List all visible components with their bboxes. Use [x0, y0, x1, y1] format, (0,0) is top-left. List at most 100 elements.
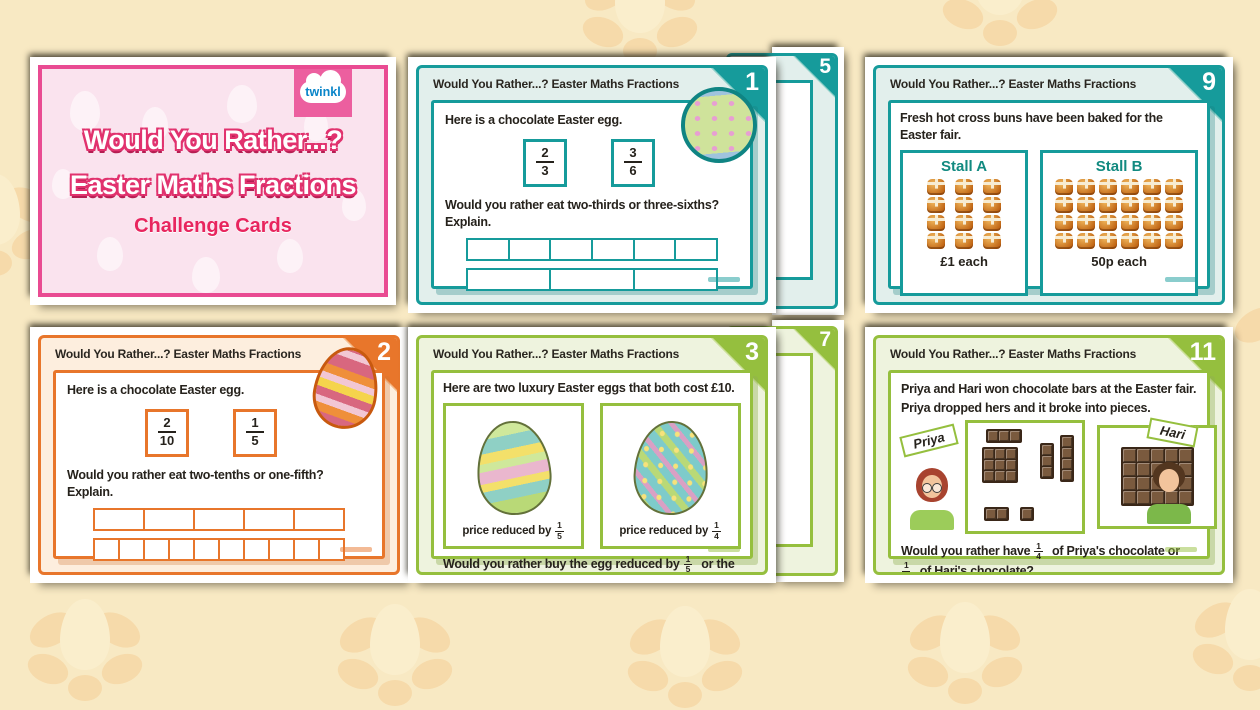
card-1-inner: Would You Rather...? Easter Maths Fracti… [416, 65, 768, 305]
twinkl-logo: twinkl [294, 67, 352, 117]
inline-fraction: 23 [1027, 302, 1038, 305]
hot-cross-bun-icon [1055, 233, 1073, 249]
card-9-question: Would you rather buy23 from stall A or23… [900, 302, 1198, 305]
wavy-stripe-egg-illustration [473, 419, 553, 518]
card-3-prompt: Here are two luxury Easter eggs that bot… [443, 380, 741, 397]
bar-cell [633, 268, 718, 291]
priya-avatar-illustration [909, 468, 955, 530]
twinkl-logo-text: twinkl [305, 85, 340, 99]
twinkl-watermark [708, 277, 740, 282]
stall-b-price: 50p each [1091, 254, 1147, 269]
bar-cell [243, 538, 270, 561]
stall-a-bun-grid [927, 179, 1001, 249]
card-9-content-box: Fresh hot cross buns have been baked for… [888, 100, 1210, 289]
hot-cross-bun-icon [1077, 197, 1095, 213]
chocolate-piece [986, 429, 1022, 443]
card-number: 9 [1202, 68, 1216, 97]
star-stripe-egg-illustration [631, 419, 710, 517]
title-subtitle: Challenge Cards [134, 215, 292, 238]
avatar-glasses [921, 483, 943, 492]
hot-cross-bun-icon [955, 215, 973, 231]
stall-b-bun-grid [1055, 179, 1183, 249]
hot-cross-bun-icon [955, 197, 973, 213]
bar-cell [549, 268, 634, 291]
card-3-inner: Would You Rather...? Easter Maths Fracti… [416, 335, 768, 575]
fraction-three-sixths: 3 6 [611, 139, 655, 187]
bar-cell [218, 538, 245, 561]
bar-cell [633, 238, 677, 261]
hot-cross-bun-icon [1099, 233, 1117, 249]
bar-cell [508, 238, 552, 261]
twinkl-watermark [708, 547, 740, 552]
bar-cell [466, 238, 510, 261]
card-7-peeking: s n 7 [772, 320, 844, 582]
fraction-bar-fifths [93, 508, 345, 531]
card-11-prompt-line-2: Priya dropped hers and it broke into pie… [901, 400, 1197, 417]
title-line-2: Easter Maths Fractions [70, 170, 356, 201]
hot-cross-bun-icon [983, 197, 1001, 213]
stall-a-box: Stall A £1 each [900, 150, 1028, 296]
inline-fraction: 23 [1129, 302, 1140, 305]
card-number: 2 [377, 338, 391, 367]
bar-cell [193, 538, 220, 561]
hot-cross-bun-icon [1077, 215, 1095, 231]
hot-cross-bun-icon [1143, 197, 1161, 213]
hot-cross-bun-icon [1121, 215, 1139, 231]
background-egg-flower-motif [900, 588, 1030, 706]
card-1-content-box: Here is a chocolate Easter egg. 2 3 3 6 … [431, 100, 753, 289]
hot-cross-bun-icon [1077, 233, 1095, 249]
chocolate-piece [1060, 435, 1074, 482]
bar-cell [143, 508, 195, 531]
hot-cross-bun-icon [1121, 197, 1139, 213]
bar-cell [243, 508, 295, 531]
title-card: twinkl Would You Rather...? Easter Maths… [30, 57, 396, 305]
card-2: Would You Rather...? Easter Maths Fracti… [30, 327, 408, 583]
card-9-prompt: Fresh hot cross buns have been baked for… [900, 110, 1198, 144]
hot-cross-bun-icon [1099, 179, 1117, 195]
bar-cell [168, 538, 195, 561]
card-header: Would You Rather...? Easter Maths Fracti… [433, 77, 679, 91]
inline-fraction: 14 [902, 561, 913, 575]
card-1-question: Would you rather eat two-thirds or three… [445, 197, 739, 231]
hot-cross-bun-icon [1055, 215, 1073, 231]
bar-cell [268, 538, 295, 561]
fraction-one-fifth: 1 5 [233, 409, 277, 457]
bar-cell [193, 508, 245, 531]
fraction-bar-sixths [466, 238, 718, 261]
hot-cross-bun-icon [1099, 215, 1117, 231]
card-header: Would You Rather...? Easter Maths Fracti… [433, 347, 679, 361]
stall-b-title: Stall B [1096, 158, 1143, 175]
hot-cross-bun-icon [1165, 179, 1183, 195]
hot-cross-bun-icon [1121, 233, 1139, 249]
chocolate-piece [982, 447, 1018, 483]
hot-cross-bun-icon [955, 179, 973, 195]
bar-cell [591, 238, 635, 261]
hot-cross-bun-icon [1099, 197, 1117, 213]
bar-cell [93, 538, 120, 561]
fraction-two-tenths: 2 10 [145, 409, 189, 457]
avatar-body [1147, 504, 1191, 524]
hot-cross-bun-icon [927, 233, 945, 249]
bar-cell [466, 268, 551, 291]
stall-b-box: Stall B 50p each [1040, 150, 1198, 296]
chocolate-piece [1020, 507, 1034, 521]
stall-a-title: Stall A [941, 158, 987, 175]
card-3-content-box: Here are two luxury Easter eggs that bot… [431, 370, 753, 559]
bar-cell [143, 538, 170, 561]
avatar-face [1159, 469, 1179, 492]
card-11-content-box: Priya and Hari won chocolate bars at the… [888, 370, 1210, 559]
title-line-1: Would You Rather...? [84, 125, 343, 156]
patterned-easter-egg-illustration [681, 87, 757, 163]
hot-cross-bun-icon [983, 179, 1001, 195]
card-number: 5 [819, 55, 831, 79]
hari-avatar-illustration [1146, 462, 1192, 524]
resource-preview: { "colors": { "background": "#f8e9c3", "… [0, 0, 1260, 630]
card-2-inner: Would You Rather...? Easter Maths Fracti… [38, 335, 400, 575]
card-number: 11 [1190, 338, 1216, 367]
chocolate-piece [1040, 443, 1054, 479]
